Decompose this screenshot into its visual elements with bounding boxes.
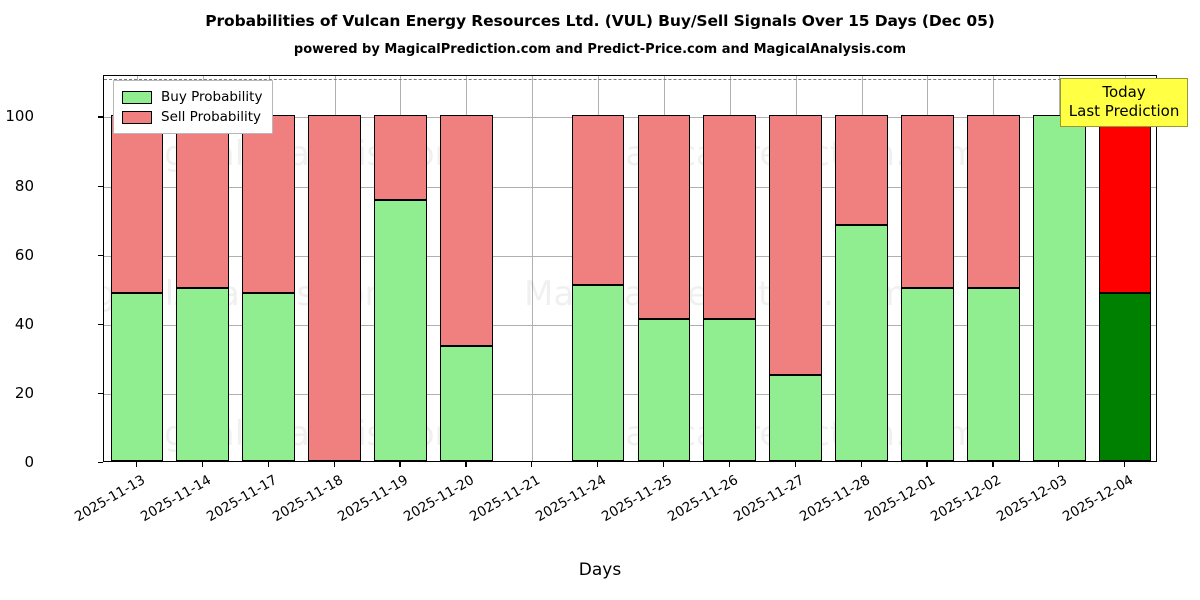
x-axis-tick-mark [662,462,665,467]
today-label-line2: Last Prediction [1068,102,1180,120]
legend-item-buy: Buy Probability [122,87,262,107]
x-axis-tick-mark [333,462,335,467]
y-axis-tick-mark [98,254,103,256]
x-axis-tick-mark [531,462,533,467]
gridline-horizontal [104,324,1156,326]
today-label-line1: Today [1102,83,1146,101]
bar-segment-sell[interactable] [637,115,691,319]
x-axis-tick-mark [399,462,401,467]
bar-segment-sell[interactable] [374,115,427,201]
bar-group[interactable] [439,76,493,461]
x-axis-tick-mark [1058,462,1060,467]
y-axis-tick-mark [98,323,103,325]
x-axis-label: Days [578,560,622,580]
bar-group[interactable] [1032,76,1086,461]
bar-group[interactable] [703,76,757,461]
x-axis-tick-mark [465,462,467,467]
bar-group[interactable] [110,76,164,461]
x-axis-tick-mark [794,462,796,467]
gridline-horizontal [104,393,1156,395]
y-axis-tick-label: 100 [5,107,34,126]
x-axis-tick-mark [201,462,203,467]
bar-group[interactable] [835,76,888,461]
bar-segment-buy[interactable] [439,345,493,461]
y-axis-tick-label: 20 [14,383,34,402]
x-axis-tick-mark [135,462,138,467]
bar-segment-buy[interactable] [703,318,757,461]
gridline-horizontal [104,117,1156,119]
reference-dashed-line [104,79,1156,81]
x-axis-tick-mark [267,462,269,467]
page-title: Probabilities of Vulcan Energy Resources… [205,12,995,30]
bar-segment-buy[interactable] [242,293,296,461]
y-axis-tick-mark [98,392,103,395]
today-annotation-box: Today Last Prediction [1060,78,1189,127]
y-axis-tick-mark [98,116,103,118]
legend-item-sell: Sell Probability [122,107,262,127]
bar-segment-sell[interactable] [110,115,164,294]
bar-segment-sell[interactable] [242,115,296,294]
legend-label-buy: Buy Probability [161,89,263,105]
x-axis-tick-mark [926,462,928,467]
y-axis-tick-label: 0 [24,453,34,471]
legend-swatch-buy [122,90,152,104]
gridline-vertical [532,76,534,461]
y-axis-tick-mark [98,462,103,464]
y-axis-tick-label: 40 [14,314,34,333]
y-axis-tick-mark [98,185,103,187]
bar-segment-buy[interactable] [769,374,823,461]
bar-segment-sell[interactable] [308,115,361,461]
bar-segment-buy[interactable] [835,225,888,461]
chart-subtitle: powered by MagicalPrediction.com and Pre… [293,42,907,57]
gridline-horizontal [104,255,1156,257]
bar-segment-buy[interactable] [176,288,230,461]
y-axis-tick-label: 60 [14,245,34,264]
x-axis-tick-mark [992,462,994,467]
legend-label-sell: Sell Probability [161,109,262,125]
bar-group[interactable] [769,76,823,461]
bar-segment-buy[interactable] [374,200,427,461]
bar-group[interactable] [374,76,427,461]
bar-segment-buy[interactable] [1032,115,1086,461]
bar-segment-sell[interactable] [901,115,954,289]
bar-group[interactable] [966,76,1020,461]
x-axis-tick-mark [728,462,730,467]
bar-segment-buy[interactable] [901,288,954,461]
bar-segment-buy[interactable] [637,318,691,461]
gridline-horizontal [104,186,1156,188]
bar-segment-sell[interactable] [835,115,888,226]
bar-group[interactable] [176,76,230,461]
bar-group[interactable] [901,76,954,461]
x-axis-tick-mark [597,462,599,467]
bar-segment-sell[interactable] [1098,115,1152,294]
x-axis-tick-mark [1124,462,1126,467]
bar-segment-buy[interactable] [966,288,1020,461]
bar-group[interactable] [1098,76,1152,461]
bar-group[interactable] [308,76,361,461]
bar-segment-sell[interactable] [769,115,823,375]
bar-segment-sell[interactable] [176,115,230,289]
bar-segment-sell[interactable] [571,115,625,285]
chart-legend: Buy Probability Sell Probability [113,80,274,134]
bar-group[interactable] [242,76,296,461]
x-axis-tick-mark [860,462,862,467]
y-axis-tick-label: 80 [14,176,34,195]
bar-segment-buy[interactable] [1098,293,1152,461]
bar-segment-buy[interactable] [110,293,164,461]
bar-segment-sell[interactable] [703,115,757,319]
bar-segment-sell[interactable] [966,115,1020,289]
legend-swatch-sell [122,110,152,124]
bar-group[interactable] [571,76,625,461]
bar-segment-buy[interactable] [571,284,625,461]
bar-group[interactable] [637,76,691,461]
bar-segment-sell[interactable] [439,115,493,346]
